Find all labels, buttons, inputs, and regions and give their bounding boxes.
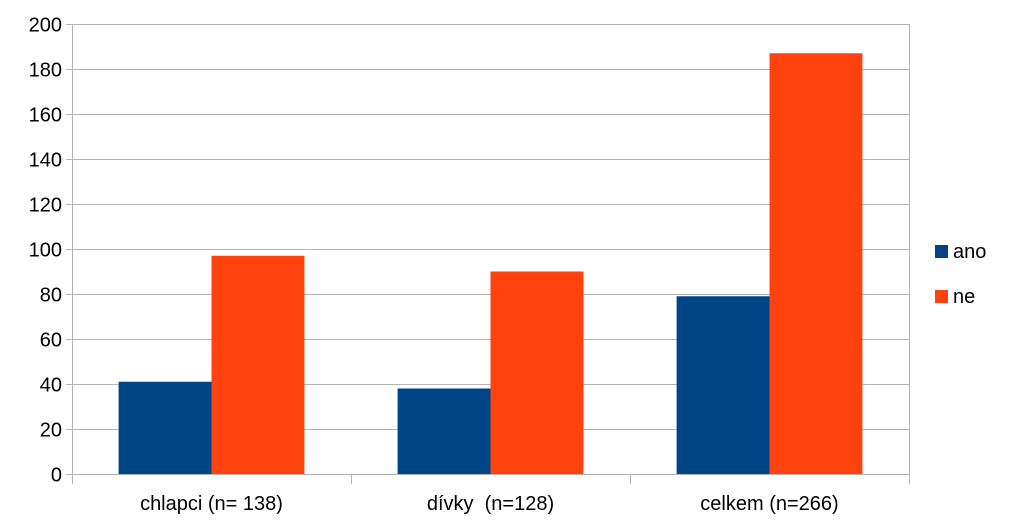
y-tick-labels: 0 20 40 60 80 100 120 140 160 180 200 [29,15,62,487]
y-tick-label: 20 [40,420,62,442]
y-tick-label: 200 [29,15,62,37]
legend-swatch-ne [935,290,948,303]
x-tick-label-divky: dívky (n=128) [427,493,554,515]
x-tick-label-chlapci: chlapci (n= 138) [140,493,283,515]
bar-ano-chlapci [118,381,212,474]
legend-swatch-ano [935,245,948,258]
legend: ano ne [935,241,986,308]
x-tick-labels: chlapci (n= 138) dívky (n=128) celkem (n=2… [140,493,839,515]
bar-ne-chlapci [211,255,305,474]
bar-ano-divky [397,388,491,474]
y-tick-label: 180 [29,60,62,82]
y-tick-label: 80 [40,285,62,307]
y-tick-label: 160 [29,105,62,127]
bar-ano-celkem [676,296,770,474]
y-tick-label: 40 [40,375,62,397]
y-tick-label: 60 [40,330,62,352]
y-tick-label: 120 [29,195,62,217]
bars [118,53,863,474]
legend-label-ano: ano [953,241,986,263]
y-tick-label: 0 [51,465,62,487]
axes [66,24,910,484]
y-tick-label: 100 [29,240,62,262]
y-tick-label: 140 [29,150,62,172]
bar-ne-celkem [769,53,863,474]
legend-label-ne: ne [953,286,975,308]
x-tick-label-celkem: celkem (n=266) [700,493,838,515]
bar-ne-divky [490,271,584,474]
